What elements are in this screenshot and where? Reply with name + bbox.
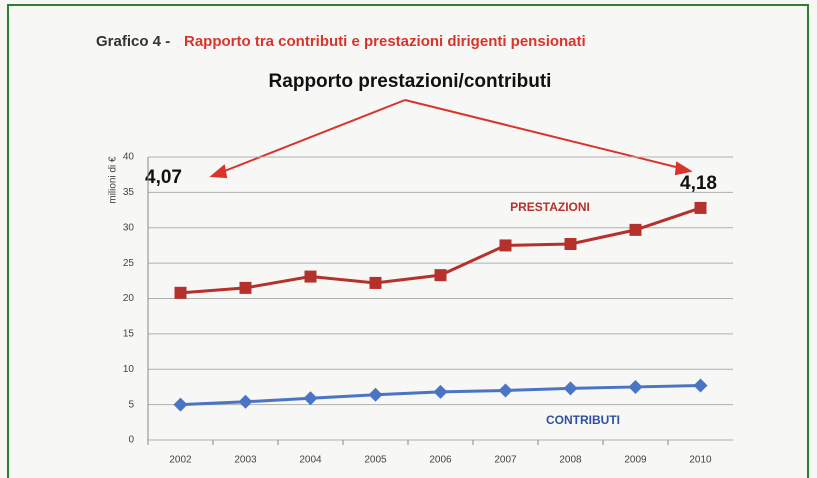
x-tick-label: 2010 [689,455,712,466]
marker [564,238,577,251]
y-tick-label: 40 [123,152,135,163]
x-tick-label: 2009 [624,455,647,466]
x-tick-label: 2006 [429,455,452,466]
marker [368,387,383,402]
x-tick-label: 2002 [169,455,192,466]
x-tick-label: 2004 [299,455,322,466]
annotation: 4,07 [145,167,182,188]
series-label: CONTRIBUTI [546,413,620,427]
frame [7,4,809,478]
x-tick-label: 2003 [234,455,257,466]
annotation: 4,18 [680,173,717,194]
marker [694,201,707,214]
marker [303,391,318,406]
y-tick-label: 20 [123,293,135,304]
y-tick-label: 15 [123,329,135,340]
y-axis-label: milioni di € [108,156,119,204]
marker [433,384,448,399]
x-tick-label: 2007 [494,455,517,466]
y-tick-label: 25 [123,258,135,269]
arrowhead [209,164,228,179]
marker [173,397,188,412]
y-tick-label: 5 [128,399,134,410]
y-tick-label: 0 [128,435,134,446]
marker [499,239,512,252]
marker [434,269,447,282]
chart-title: Rapporto tra contributi e prestazioni di… [184,33,586,50]
marker [693,378,708,393]
marker [238,394,253,409]
chart-subtitle: Rapporto prestazioni/contributi [269,71,552,92]
marker [304,270,317,283]
y-tick-label: 10 [123,364,135,375]
marker [239,281,252,294]
y-tick-label: 35 [123,187,135,198]
figure-label: Grafico 4 - [96,33,170,50]
arrowhead [674,161,693,176]
marker [369,276,382,289]
marker [628,379,643,394]
marker [498,383,513,398]
x-tick-label: 2005 [364,455,387,466]
x-tick-label: 2008 [559,455,582,466]
arrow [221,99,406,173]
marker [563,381,578,396]
marker [629,223,642,236]
y-tick-label: 30 [123,222,135,233]
series-label: PRESTAZIONI [510,200,590,214]
marker [174,286,187,299]
